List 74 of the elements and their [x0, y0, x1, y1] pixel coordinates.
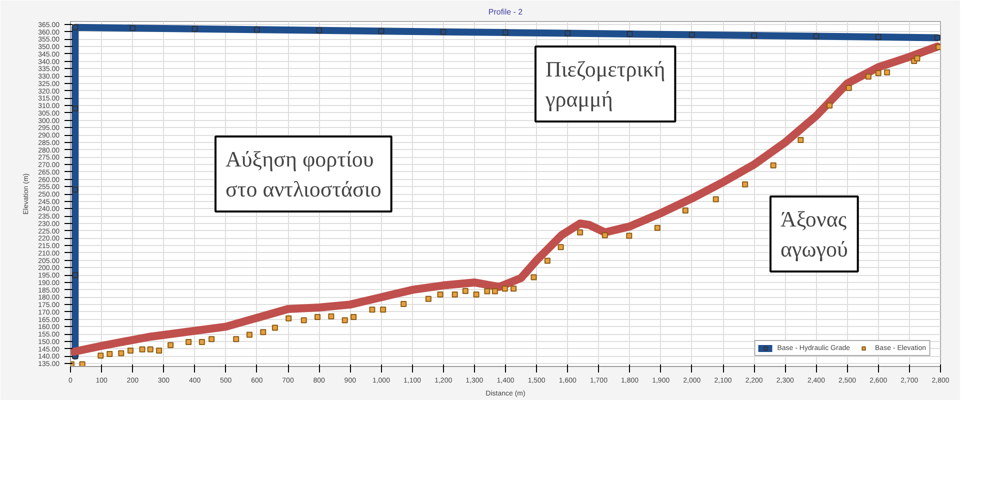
point — [186, 339, 192, 346]
point — [682, 208, 688, 214]
point — [751, 32, 758, 39]
point — [577, 229, 584, 236]
point — [254, 26, 260, 33]
point — [246, 332, 252, 338]
point — [286, 315, 292, 322]
point — [934, 34, 940, 41]
point — [798, 137, 804, 144]
point — [742, 181, 748, 188]
point — [502, 286, 508, 292]
point — [127, 348, 134, 354]
point — [544, 258, 550, 264]
point — [350, 314, 357, 320]
point — [865, 74, 872, 80]
point — [440, 28, 446, 35]
point — [510, 286, 517, 292]
point — [626, 232, 632, 239]
point — [260, 329, 266, 336]
point — [192, 26, 198, 32]
point — [884, 69, 890, 76]
point — [380, 306, 386, 313]
point — [770, 162, 776, 168]
point — [156, 348, 162, 354]
point — [473, 292, 480, 298]
point — [328, 313, 334, 320]
point — [168, 342, 174, 348]
point — [826, 102, 833, 109]
point — [72, 186, 78, 193]
point — [846, 84, 852, 91]
point — [130, 25, 136, 32]
point — [342, 317, 348, 324]
annotation: Άξονας αγωγού — [780, 206, 848, 262]
point — [437, 292, 444, 298]
point — [378, 28, 384, 34]
annotation: Αύξηση φορτίου στο αντλιοστάσιο — [226, 146, 382, 202]
point — [875, 70, 882, 76]
point — [558, 244, 564, 250]
point — [72, 24, 78, 30]
point — [316, 27, 322, 34]
point — [492, 288, 498, 294]
point — [914, 55, 920, 62]
point — [72, 105, 78, 112]
point — [118, 350, 124, 356]
chart-title: Profile - 2 — [488, 8, 524, 16]
point — [400, 300, 407, 307]
point — [626, 31, 633, 38]
point — [813, 33, 820, 40]
point — [98, 352, 104, 359]
point — [106, 350, 113, 357]
point — [314, 314, 321, 320]
point — [452, 292, 458, 298]
annotation: Πιεζομετρική γραμμή — [544, 56, 666, 112]
point — [530, 274, 537, 280]
point — [564, 30, 571, 36]
point — [208, 336, 215, 342]
point — [198, 339, 205, 346]
point — [936, 44, 940, 50]
point — [300, 317, 307, 324]
point — [712, 196, 719, 202]
point — [139, 346, 146, 352]
point — [654, 224, 660, 231]
point — [602, 232, 608, 238]
point — [462, 288, 468, 294]
point — [72, 272, 78, 278]
point — [369, 306, 376, 313]
point — [502, 30, 508, 36]
point — [272, 324, 278, 331]
point — [875, 34, 882, 40]
point — [425, 296, 432, 302]
point — [484, 288, 490, 294]
point — [147, 346, 154, 352]
point — [233, 336, 240, 342]
point — [688, 32, 695, 38]
